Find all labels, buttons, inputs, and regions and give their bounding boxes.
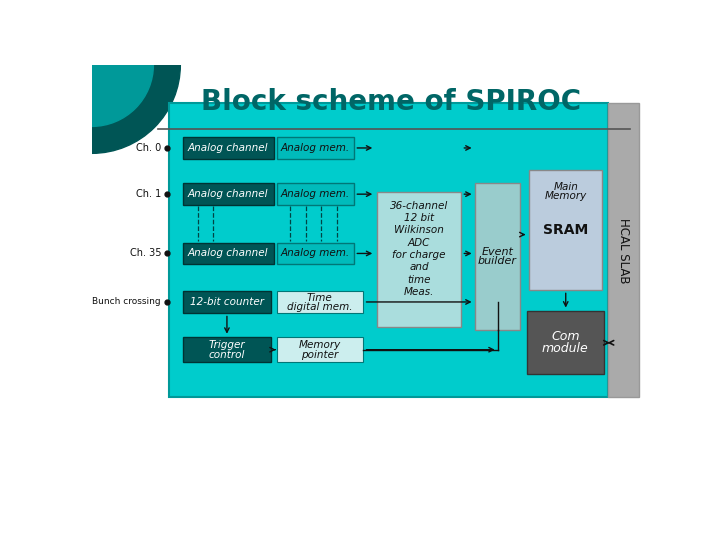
- Text: time: time: [408, 275, 431, 285]
- Text: Bunch crossing: Bunch crossing: [92, 298, 161, 307]
- Text: digital mem.: digital mem.: [287, 302, 353, 312]
- Bar: [276, 184, 354, 205]
- Text: module: module: [542, 342, 589, 355]
- Text: Block scheme of SPIROC: Block scheme of SPIROC: [201, 88, 581, 116]
- Bar: [276, 137, 354, 159]
- Text: for charge: for charge: [392, 250, 446, 260]
- Bar: [183, 242, 274, 264]
- Text: HCAL SLAB: HCAL SLAB: [617, 218, 631, 283]
- Text: 12 bit: 12 bit: [404, 213, 434, 223]
- Bar: [276, 242, 354, 264]
- Text: pointer: pointer: [301, 350, 338, 360]
- Text: Analog channel: Analog channel: [188, 143, 269, 153]
- Text: Event: Event: [482, 247, 513, 257]
- Text: Ch. 0: Ch. 0: [136, 143, 161, 153]
- Text: SRAM: SRAM: [543, 223, 588, 237]
- Bar: [168, 103, 608, 397]
- Circle shape: [4, 0, 180, 153]
- Bar: [276, 338, 363, 362]
- Text: Analog mem.: Analog mem.: [281, 248, 350, 259]
- Text: control: control: [209, 350, 245, 360]
- Bar: [377, 192, 462, 327]
- Text: and: and: [409, 262, 429, 272]
- Bar: [529, 170, 603, 289]
- Text: Main: Main: [553, 182, 578, 192]
- Bar: [183, 184, 274, 205]
- Bar: [276, 291, 363, 313]
- Text: Memory: Memory: [544, 192, 587, 201]
- Text: builder: builder: [478, 256, 517, 266]
- Text: Com: Com: [551, 330, 580, 343]
- Text: 36-channel: 36-channel: [390, 201, 448, 211]
- Bar: [475, 184, 520, 330]
- Bar: [608, 103, 639, 397]
- Text: Trigger: Trigger: [209, 340, 246, 350]
- Bar: [183, 291, 271, 313]
- Text: Time: Time: [307, 293, 333, 303]
- Bar: [183, 338, 271, 362]
- Text: ADC: ADC: [408, 238, 431, 248]
- Text: Ch. 35: Ch. 35: [130, 248, 161, 259]
- Text: Ch. 1: Ch. 1: [136, 189, 161, 199]
- Text: Analog channel: Analog channel: [188, 189, 269, 199]
- Text: Wilkinson: Wilkinson: [394, 225, 444, 235]
- Text: Meas.: Meas.: [404, 287, 434, 297]
- Text: 12-bit counter: 12-bit counter: [190, 297, 264, 307]
- Text: Analog mem.: Analog mem.: [281, 189, 350, 199]
- Circle shape: [30, 3, 153, 126]
- Bar: [527, 311, 604, 374]
- Text: Analog mem.: Analog mem.: [281, 143, 350, 153]
- Text: Memory: Memory: [299, 340, 341, 350]
- Bar: [183, 137, 274, 159]
- Text: Analog channel: Analog channel: [188, 248, 269, 259]
